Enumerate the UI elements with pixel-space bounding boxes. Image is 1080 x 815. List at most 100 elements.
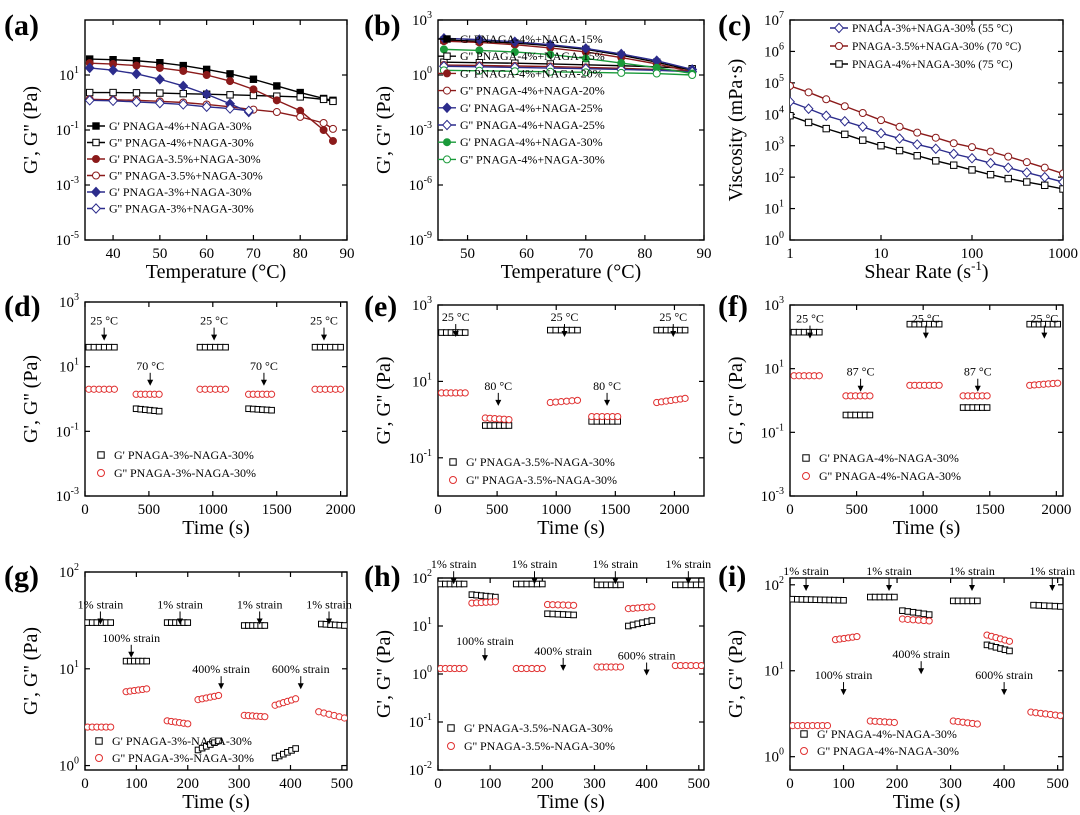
x-tick-label: 1500 bbox=[600, 502, 630, 518]
data-point bbox=[1058, 176, 1063, 188]
y-tick-exponent: -2 bbox=[424, 760, 432, 771]
y-axis-label: G', G'' (Pa) bbox=[373, 86, 395, 174]
data-point bbox=[539, 580, 546, 588]
legend-marker bbox=[447, 724, 455, 732]
y-tick-base: 10 bbox=[412, 571, 427, 587]
y-tick-exponent: -5 bbox=[71, 230, 79, 241]
data-point bbox=[895, 122, 904, 131]
annotation-label: 1% strain bbox=[157, 597, 203, 611]
legend-entry: G'' PNAGA-3.5%-NAGA-30% bbox=[466, 473, 617, 487]
y-tick-exponent: 5 bbox=[779, 73, 784, 84]
data-point bbox=[790, 112, 794, 120]
data-point bbox=[841, 130, 849, 139]
x-tick-label: 10 bbox=[874, 246, 889, 262]
legend-entry: G'' PNAGA-4%-NAGA-30% bbox=[819, 469, 961, 483]
data-point bbox=[581, 54, 590, 63]
data-point bbox=[1054, 379, 1062, 387]
legend-entry: G'' PNAGA-4%+NAGA-30% bbox=[460, 152, 605, 166]
legend-entry: G' PNAGA-4%+NAGA-25% bbox=[460, 101, 603, 115]
y-tick-label: 102 bbox=[59, 562, 79, 581]
plot-area bbox=[790, 320, 1062, 419]
y-tick-label: 101 bbox=[59, 659, 79, 678]
data-point bbox=[616, 48, 627, 60]
data-point bbox=[815, 372, 823, 380]
data-point bbox=[877, 116, 885, 125]
data-point bbox=[328, 124, 337, 133]
series-line bbox=[443, 64, 693, 72]
x-tick-label: 500 bbox=[688, 776, 711, 792]
data-point bbox=[85, 94, 95, 106]
data-point bbox=[617, 581, 624, 589]
y-axis-label: G', G'' (Pa) bbox=[725, 356, 747, 444]
y-axis-label: G', G'' (Pa) bbox=[20, 627, 42, 715]
annotation-label: 80 °C bbox=[484, 379, 512, 393]
data-point bbox=[968, 166, 976, 174]
y-tick-base: 10 bbox=[412, 619, 427, 635]
data-point bbox=[967, 152, 977, 164]
legend-marker bbox=[92, 171, 100, 180]
annotation-arrowhead bbox=[260, 379, 267, 386]
y-tick-exponent: 0 bbox=[427, 65, 432, 76]
data-point bbox=[319, 126, 328, 134]
legend-marker bbox=[835, 42, 843, 50]
data-point bbox=[510, 67, 519, 76]
legend-entry: PNAGA-3%+NAGA-30% (55 °C) bbox=[852, 23, 1013, 35]
annotation-label: 100% strain bbox=[102, 631, 160, 645]
x-tick-label: 90 bbox=[340, 246, 355, 262]
y-tick-base: 10 bbox=[59, 662, 74, 678]
legend-entry: G' PNAGA-4%+NAGA-20% bbox=[460, 66, 603, 80]
x-tick-label: 300 bbox=[228, 776, 251, 792]
axes-frame bbox=[84, 301, 348, 497]
data-point bbox=[156, 89, 164, 97]
panel-label-b: (b) bbox=[364, 9, 401, 42]
panel-label-i: (i) bbox=[718, 560, 746, 593]
y-tick-label: 10-1 bbox=[761, 422, 784, 441]
annotation-label: 400% strain bbox=[534, 644, 592, 658]
y-tick-label: 103 bbox=[764, 295, 784, 314]
series-line bbox=[89, 91, 334, 103]
legend-marker bbox=[449, 476, 457, 484]
data-point bbox=[261, 713, 269, 721]
data-point bbox=[296, 112, 305, 121]
y-tick-exponent: 3 bbox=[779, 295, 784, 306]
data-point bbox=[131, 96, 142, 108]
legend-marker bbox=[97, 469, 105, 477]
data-point bbox=[249, 75, 258, 83]
y-tick-base: 10 bbox=[764, 170, 779, 186]
annotation-arrowhead bbox=[97, 618, 104, 625]
data-point bbox=[1003, 162, 1014, 174]
data-point bbox=[1030, 601, 1037, 609]
y-tick-label: 101 bbox=[764, 359, 784, 378]
annotation-label: 25 °C bbox=[659, 310, 687, 324]
legend-marker bbox=[800, 730, 808, 738]
y-tick-base: 10 bbox=[409, 233, 424, 249]
y-tick-base: 10 bbox=[56, 178, 71, 194]
annotation-label: 25 °C bbox=[442, 310, 470, 324]
y-tick-label: 100 bbox=[764, 230, 784, 249]
y-tick-label: 10-9 bbox=[409, 230, 432, 249]
data-point bbox=[866, 392, 874, 400]
annotation-label: 1% strain bbox=[666, 557, 712, 571]
data-point bbox=[925, 617, 933, 625]
data-point bbox=[790, 96, 795, 108]
data-point bbox=[1056, 712, 1063, 720]
y-tick-exponent: -3 bbox=[71, 175, 79, 186]
data-point bbox=[221, 385, 230, 393]
x-axis-label-main: Shear Rate (s bbox=[864, 261, 971, 283]
y-tick-label: 100 bbox=[412, 65, 432, 84]
x-tick-label: 300 bbox=[583, 776, 606, 792]
data-point bbox=[475, 66, 484, 75]
annotation-arrowhead bbox=[297, 683, 304, 690]
x-tick-label: 0 bbox=[81, 776, 89, 792]
data-point bbox=[681, 326, 689, 334]
data-point bbox=[570, 601, 578, 609]
annotation-label: 100% strain bbox=[456, 634, 514, 648]
data-point bbox=[155, 63, 164, 72]
data-point bbox=[272, 108, 281, 117]
series-line bbox=[89, 58, 334, 102]
data-point bbox=[272, 96, 281, 105]
y-tick-label: 10-3 bbox=[56, 486, 79, 505]
data-point bbox=[913, 128, 922, 137]
annotation-label: 100% strain bbox=[815, 668, 873, 682]
